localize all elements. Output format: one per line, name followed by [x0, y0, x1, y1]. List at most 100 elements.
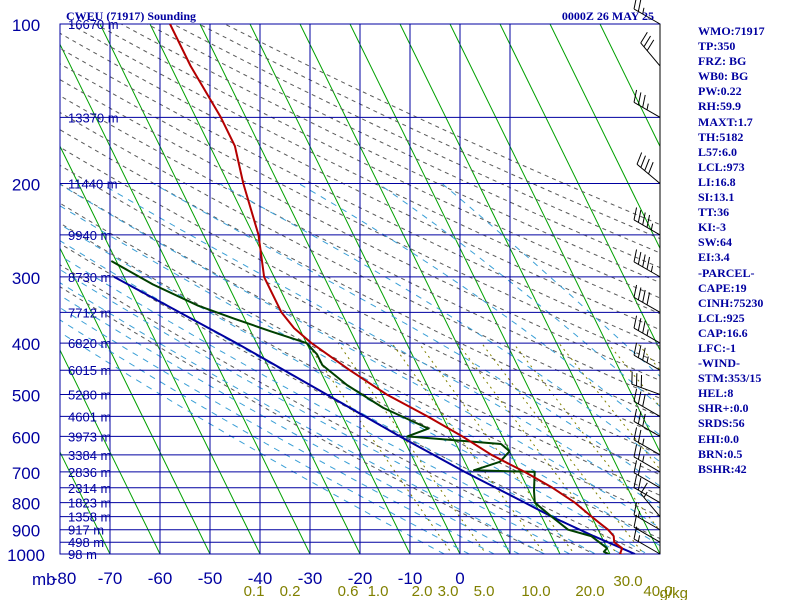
mixing-ratio-tick-label: 0.2 [280, 583, 301, 600]
height-label: 4601 m [68, 409, 111, 424]
index-item: CAPE:19 [698, 280, 747, 295]
wind-barb-flag [633, 0, 637, 10]
moist-adiabat-line [60, 307, 496, 554]
pressure-unit-label: mb [32, 570, 56, 589]
wind-barb-flag [633, 408, 638, 422]
wind-barb-flag [637, 92, 642, 105]
index-item: SI:13.1 [698, 190, 735, 205]
moist-adiabats [60, 183, 660, 554]
wind-barb-flag [633, 514, 638, 528]
isotherm-line [399, 24, 660, 554]
mixing-ratio-line [481, 342, 645, 554]
mixing-ratio-tick-label: 3.0 [438, 583, 459, 600]
pressure-tick-label: 400 [12, 335, 40, 354]
wind-barb-flag [642, 320, 646, 334]
wind-barb-flag [642, 413, 646, 427]
index-item: FRZ: BG [698, 54, 747, 69]
dry-adiabat-line [60, 146, 660, 456]
height-label: 3384 m [68, 448, 111, 463]
mixing-ratio-tick-label: 10.0 [521, 583, 550, 600]
wind-barb-half [637, 535, 641, 542]
wind-barb-flag [640, 31, 648, 44]
wind-barb-staff [631, 383, 661, 395]
dry-adiabat-line [60, 32, 660, 331]
index-item: STM:353/15 [698, 371, 762, 386]
mixing-ratio-tick-label: 0.6 [338, 583, 359, 600]
moist-adiabat-line [60, 255, 597, 554]
wind-barb [633, 249, 661, 278]
isotherm-line [60, 450, 111, 554]
dry-adiabat-line [60, 47, 660, 347]
temperature-tick-label: -40 [248, 569, 273, 588]
wind-barb-flag [643, 35, 651, 48]
wind-barb [636, 152, 661, 184]
wind-barb-flag [637, 391, 642, 404]
wind-barb-half [646, 356, 649, 363]
wind-barb [633, 475, 661, 504]
isotherm-line [0, 24, 16, 565]
pressure-temperature-grid [59, 23, 661, 555]
wind-barb-flag [637, 251, 642, 265]
index-item: BRN:0.5 [698, 446, 743, 461]
wind-barb-flag [642, 254, 646, 267]
wind-barb-flag [637, 477, 642, 491]
wind-barb [633, 408, 661, 437]
moist-adiabat-line [60, 282, 546, 554]
pressure-tick-label: 200 [12, 176, 40, 195]
wind-barb-half [642, 438, 645, 445]
mixing-ratio-line [306, 342, 453, 554]
wind-barb [633, 502, 661, 531]
index-item: LFC:-1 [698, 340, 736, 355]
mixing-ratio-tick-label: 30.0 [613, 573, 642, 590]
height-labels: 16670 m 13370 m 11440 m 9940 m 8730 m 7712 m 6… [68, 17, 119, 562]
dry-adiabat-line [60, 183, 660, 496]
wind-barb-flag [633, 444, 638, 458]
wind-barb-half [642, 7, 645, 15]
height-label: 6015 m [68, 363, 111, 378]
dry-adiabat-line [60, 243, 646, 554]
wind-barb [633, 444, 661, 473]
temperature-tick-label: -70 [98, 569, 123, 588]
wind-barb-flag [633, 460, 638, 473]
isotherm-line [60, 247, 211, 554]
index-item: LCL:925 [698, 310, 745, 325]
dry-adiabat-line [95, 24, 660, 299]
pressure-tick-label: 500 [12, 386, 40, 405]
wind-barb-flag [633, 502, 638, 515]
index-item: -PARCEL- [698, 265, 755, 280]
wind-barb-flag [637, 429, 642, 443]
index-item: SHR+:0.0 [698, 401, 749, 416]
index-item: L57:6.0 [698, 144, 737, 159]
wind-barb-half [650, 265, 654, 272]
mixing-ratio-line [418, 342, 576, 554]
moist-adiabat-line [60, 269, 571, 554]
pressure-tick-label: 900 [12, 522, 40, 541]
wind-barb [633, 388, 661, 417]
wind-barb [633, 514, 661, 543]
wind-barb-flag [642, 393, 646, 407]
pressure-tick-label: 600 [12, 428, 40, 447]
pressure-tick-label: 1000 [7, 546, 45, 565]
isotherm-line [60, 145, 261, 554]
height-label: 917 m [68, 523, 104, 538]
wind-barb-flag [637, 0, 642, 12]
mixing-ratio-lines [306, 342, 660, 554]
height-label: 98 m [68, 547, 97, 562]
wind-barb-flag [637, 318, 642, 331]
mixing-ratio-tick-label: 20.0 [575, 583, 604, 600]
height-label: 8730 m [68, 270, 111, 285]
pressure-tick-label: 800 [12, 495, 40, 514]
isotherm-line [349, 24, 611, 554]
isotherm-line [60, 43, 311, 554]
mixing-ratio-line [512, 342, 660, 532]
wind-barb [640, 31, 661, 67]
moist-adiabat-line [219, 183, 660, 463]
wind-barb-flag [633, 475, 638, 488]
wind-barb-flag [642, 94, 646, 108]
time-title: 0000Z 26 MAY 25 [562, 9, 654, 23]
dry-adiabat-line [60, 111, 660, 418]
isotherm-line [599, 24, 660, 148]
wind-barb-flag [644, 158, 650, 171]
wind-barb-flag [633, 342, 638, 356]
